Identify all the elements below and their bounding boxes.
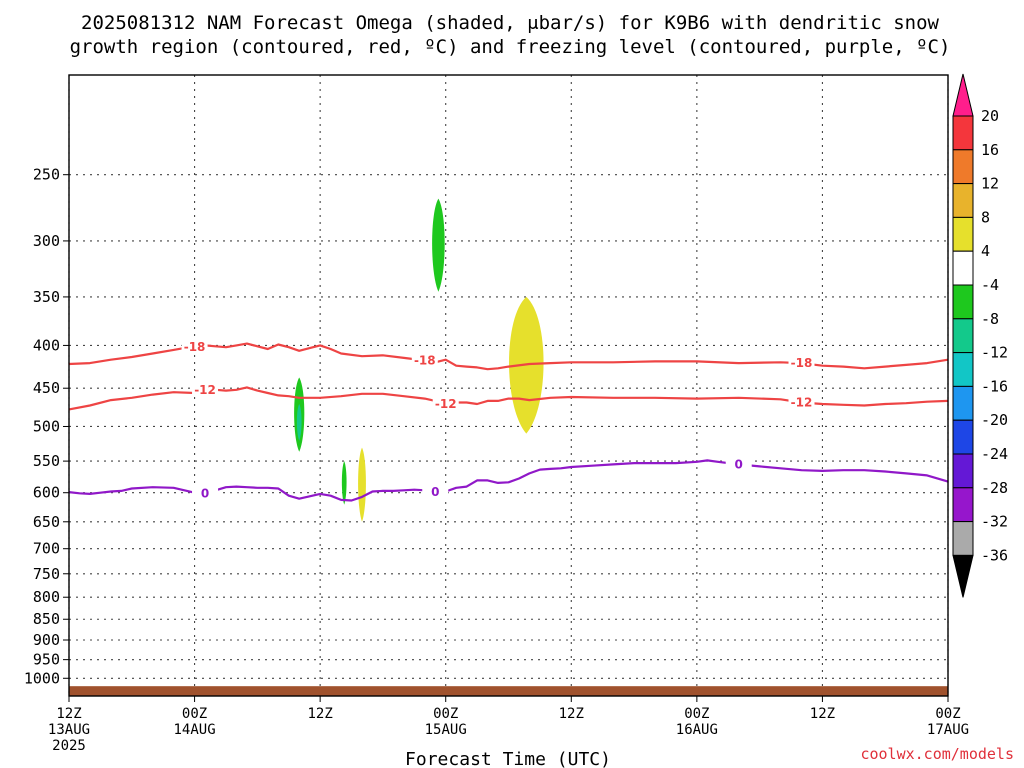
svg-text:0: 0	[201, 486, 209, 500]
contour-label--18: -18	[181, 340, 208, 355]
y-tick-label: 1000	[24, 669, 60, 687]
omega-shaded-region	[296, 404, 302, 441]
contour-label-0: 0	[422, 485, 449, 500]
svg-text:-12: -12	[194, 383, 216, 397]
colorbar-segment	[952, 115, 974, 151]
x-tick-label: 13AUG	[48, 722, 90, 738]
colorbar-label: 4	[981, 242, 990, 260]
svg-text:-18: -18	[414, 354, 436, 368]
contour-label--12: -12	[788, 395, 815, 410]
colorbar-segment	[952, 419, 974, 455]
x-tick-label: 00Z	[935, 706, 960, 722]
y-tick-label: 800	[33, 588, 60, 606]
x-axis-title: Forecast Time (UTC)	[405, 749, 611, 768]
colorbar-label: -28	[981, 479, 1008, 497]
omega-shaded-region	[432, 198, 445, 292]
y-tick-label: 500	[33, 417, 60, 435]
x-tick-label: 12Z	[810, 706, 835, 722]
colorbar-segment	[952, 318, 974, 354]
colorbar-segment	[952, 385, 974, 421]
colorbar-label: -12	[981, 344, 1008, 362]
contour-label--12: -12	[432, 397, 459, 412]
x-tick-label: 15AUG	[425, 722, 467, 738]
x-tick-label: 2025	[52, 738, 86, 754]
plot-frame	[68, 74, 949, 697]
x-tick-label: 00Z	[182, 706, 207, 722]
y-tick-label: 700	[33, 540, 60, 558]
y-tick-label: 350	[33, 288, 60, 306]
y-tick-label: 300	[33, 232, 60, 250]
colorbar-label: 12	[981, 175, 999, 193]
y-tick-label: 600	[33, 484, 60, 502]
credit-label: coolwx.com/models	[860, 745, 1014, 763]
colorbar-label: -8	[981, 310, 999, 328]
omega-shaded-region	[341, 461, 347, 505]
svg-text:-12: -12	[791, 395, 813, 409]
y-tick-label: 750	[33, 565, 60, 583]
y-tick-label: 900	[33, 631, 60, 649]
x-tick-label: 12Z	[559, 706, 584, 722]
y-tick-label: 450	[33, 379, 60, 397]
colorbar-label: 20	[981, 107, 999, 125]
svg-text:0: 0	[735, 457, 743, 471]
contour-label--12: -12	[192, 382, 219, 397]
terrain-fill	[69, 686, 948, 696]
y-tick-label: 950	[33, 651, 60, 669]
x-tick-label: 14AUG	[173, 722, 215, 738]
colorbar-label: 8	[981, 208, 990, 226]
colorbar-label: 16	[981, 141, 999, 159]
colorbar-segment	[952, 487, 974, 523]
x-tick-label: 12Z	[56, 706, 81, 722]
colorbar: 20 16 12 8 4 -4 -8 -12 -16 -20 -24 -28 -32 -36	[952, 73, 1008, 598]
colorbar-segment	[952, 453, 974, 489]
x-tick-label: 16AUG	[676, 722, 718, 738]
colorbar-bottom-arrow	[952, 554, 974, 598]
x-tick-label: 00Z	[433, 706, 458, 722]
plot-area: 250 300 350 400 450 500 550 600 650 700 750 800 850 9…	[24, 74, 969, 754]
svg-text:-18: -18	[791, 356, 813, 370]
colorbar-label: -16	[981, 377, 1008, 395]
colorbar-segment	[952, 521, 974, 556]
y-tick-label: 250	[33, 166, 60, 184]
colorbar-segment	[952, 284, 974, 320]
colorbar-top-arrow	[952, 73, 974, 117]
contour-label-0: 0	[725, 457, 752, 472]
contour-label--18: -18	[788, 356, 815, 371]
y-tick-label: 550	[33, 452, 60, 470]
colorbar-label: -20	[981, 411, 1008, 429]
colorbar-label: -4	[981, 276, 999, 294]
svg-text:-18: -18	[184, 340, 206, 354]
y-tick-label: 400	[33, 336, 60, 354]
contour-label--18: -18	[411, 353, 438, 368]
svg-text:0: 0	[431, 485, 439, 499]
colorbar-segment	[952, 183, 974, 218]
chart-title-line-2: growth region (contoured, red, ºC) and f…	[70, 36, 951, 58]
colorbar-segment	[952, 250, 974, 286]
omega-shaded-region	[358, 447, 366, 522]
x-tick-label: 17AUG	[927, 722, 969, 738]
x-tick-label: 12Z	[307, 706, 332, 722]
x-tick-label: 00Z	[684, 706, 709, 722]
svg-text:-12: -12	[435, 397, 457, 411]
y-tick-label: 650	[33, 513, 60, 531]
chart-title-line-1: 2025081312 NAM Forecast Omega (shaded, μ…	[81, 12, 939, 34]
contour-label-0: 0	[192, 486, 219, 501]
colorbar-segment	[952, 149, 974, 185]
colorbar-segment	[952, 216, 974, 252]
colorbar-segment	[952, 352, 974, 387]
y-tick-label: 850	[33, 610, 60, 628]
colorbar-label: -32	[981, 513, 1008, 531]
colorbar-label: -36	[981, 546, 1008, 564]
colorbar-label: -24	[981, 445, 1008, 463]
